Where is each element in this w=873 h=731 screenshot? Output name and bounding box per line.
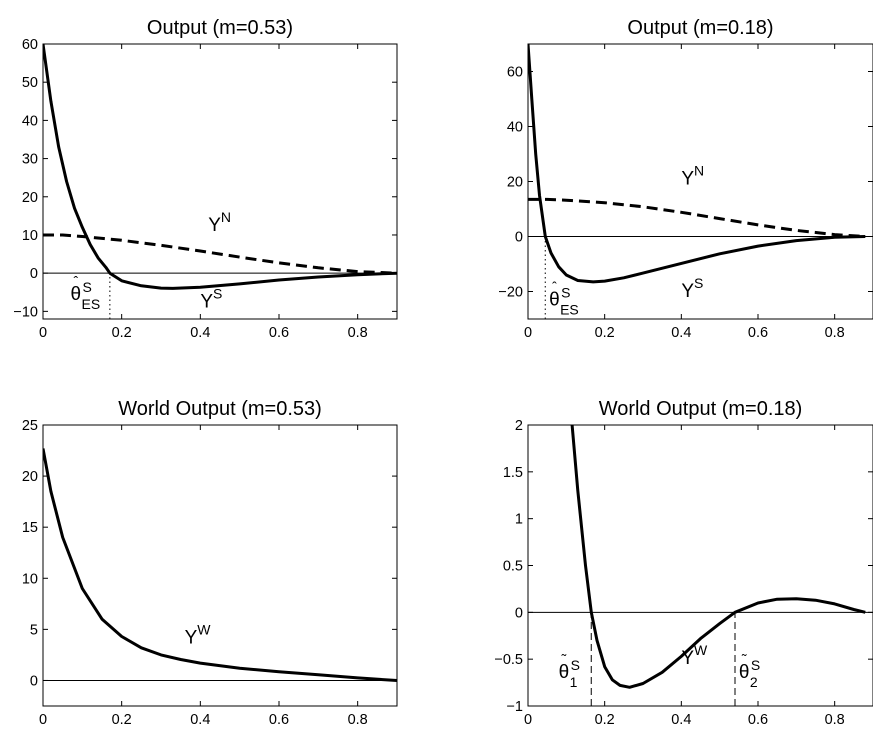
x-tick-label: 0.6 (269, 712, 289, 728)
theta-subscript: ES (82, 296, 101, 312)
y-tick-label: −0.5 (494, 652, 523, 668)
y-tick-label: 10 (22, 571, 38, 587)
y-tick-label: 50 (22, 75, 38, 91)
threshold-label-2: θ˜ S1 (559, 651, 580, 690)
series-label-y-w: YW (185, 622, 212, 649)
series-line-y-w (43, 448, 397, 682)
x-tick-label: 0.4 (671, 712, 691, 728)
series-label-y-s: YS (681, 275, 703, 302)
y-tick-label: 0 (30, 266, 38, 282)
threshold-label-3: θ˜ S2 (739, 651, 760, 690)
series-label-y-n: YN (681, 162, 704, 189)
chart-panel-2: Output (m=0.18) 0 0.2 0.4 0.6 0.8 −20 0 20 40 60 YN… (498, 17, 873, 341)
y-tick-label: 15 (22, 520, 38, 536)
series-label-y-s: YS (200, 286, 222, 313)
y-tick-label: −20 (498, 285, 523, 301)
y-tick-label: 5 (30, 622, 38, 638)
theta-subscript: ES (560, 301, 579, 317)
y-tick-label: 20 (22, 190, 38, 206)
x-tick-label: 0.6 (748, 325, 768, 341)
series-line-y-n (528, 197, 866, 238)
series-line-y-w (570, 425, 866, 689)
y-tick-label: 10 (22, 228, 38, 244)
chart-panel-1: Output (m=0.53)0 0.2 0.4 0.6 0.8−10010203040… (13, 17, 398, 341)
x-tick-label: 0.4 (190, 712, 210, 728)
y-tick-label: 60 (507, 65, 523, 81)
theta-superscript: S (571, 657, 580, 673)
y-tick-label: 25 (22, 418, 38, 434)
y-tick-label: 40 (22, 113, 38, 129)
chart-title: Output (m=0.53) (147, 17, 293, 39)
chart-panel-4: World Output (m=0.18) 0 0.2 0.4 0.6 0.8 −1 −0.5… (494, 398, 873, 728)
series-group (570, 425, 866, 689)
y-tick-label: 20 (22, 469, 38, 485)
y-tick-label: 0 (30, 673, 38, 689)
x-tick-label: 0 (524, 712, 532, 728)
y-tick-label: 0 (515, 230, 523, 246)
theta-symbol: θ (549, 289, 560, 310)
y-tick-label: 40 (507, 120, 523, 136)
series-group (43, 44, 397, 290)
y-tick-label: 1 (515, 512, 523, 528)
theta-accent: ˆ (74, 273, 79, 289)
series-line-y-s (43, 44, 397, 290)
y-tick-label: 20 (507, 175, 523, 191)
y-tick-label: 0 (515, 605, 523, 621)
series-label-y-n: YN (208, 209, 231, 236)
y-tick-label: 0.5 (503, 559, 523, 575)
series-group (43, 448, 397, 682)
theta-superscript: S (83, 279, 92, 295)
chart-title: World Output (m=0.53) (118, 398, 322, 420)
x-tick-label: 0.6 (748, 712, 768, 728)
theta-symbol: θ (559, 662, 570, 683)
axes-box (42, 424, 398, 707)
x-tick-label: 0.8 (825, 325, 845, 341)
theta-superscript: S (751, 657, 760, 673)
series-line-y-s (528, 44, 866, 284)
threshold-label-3: θˆ SES (71, 273, 101, 312)
theta-accent: ˆ (552, 278, 557, 294)
y-tick-label: −10 (13, 304, 38, 320)
y-tick-label: 2 (515, 418, 523, 434)
x-tick-label: 0 (39, 325, 47, 341)
threshold-label-3: θˆ SES (549, 278, 579, 317)
x-tick-label: 0 (39, 712, 47, 728)
y-tick-label: −1 (506, 699, 523, 715)
x-tick-label: 0 (524, 325, 532, 341)
x-tick-label: 0.4 (671, 325, 691, 341)
x-tick-label: 0.4 (190, 325, 210, 341)
series-label-y-w: YW (681, 642, 708, 669)
theta-accent: ˜ (561, 651, 567, 667)
series-group (528, 44, 866, 284)
y-tick-label: 60 (22, 37, 38, 53)
x-tick-label: 0.2 (595, 712, 615, 728)
theta-subscript: 2 (750, 674, 758, 690)
series-line-y-n (43, 233, 397, 275)
theta-symbol: θ (739, 662, 750, 683)
x-tick-label: 0.2 (112, 325, 132, 341)
x-tick-label: 0.8 (825, 712, 845, 728)
x-tick-label: 0.6 (269, 325, 289, 341)
chart-title: Output (m=0.18) (627, 17, 773, 39)
x-tick-label: 0.2 (112, 712, 132, 728)
theta-accent: ˜ (741, 651, 747, 667)
x-tick-label: 0.8 (348, 712, 368, 728)
chart-title: World Output (m=0.18) (599, 398, 803, 420)
theta-subscript: 1 (570, 674, 578, 690)
axes-box (42, 43, 398, 320)
chart-panel-3: World Output (m=0.53) 0 0.2 0.4 0.6 0.8 0 5 10 15… (22, 398, 398, 728)
theta-symbol: θ (71, 284, 82, 305)
x-tick-label: 0.8 (348, 325, 368, 341)
theta-superscript: S (561, 284, 570, 300)
y-tick-label: 1.5 (503, 465, 523, 481)
x-tick-label: 0.2 (595, 325, 615, 341)
y-tick-label: 30 (22, 152, 38, 168)
